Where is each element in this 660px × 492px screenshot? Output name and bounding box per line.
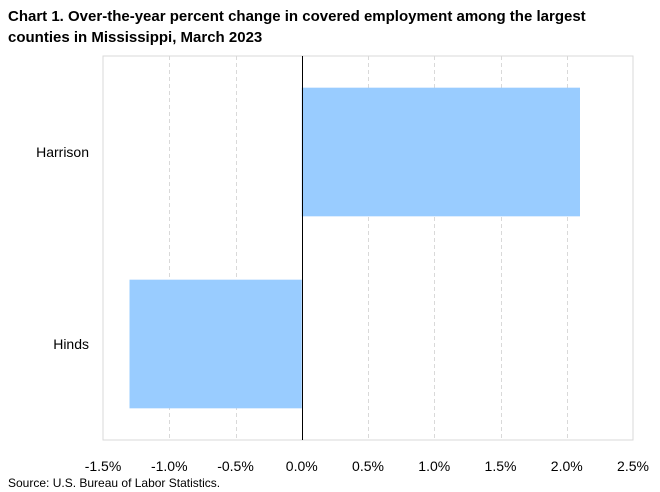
x-tick-label: 2.0% xyxy=(551,458,583,474)
x-tick-label: 1.5% xyxy=(485,458,517,474)
x-tick-labels: -1.5% -1.0% -0.5% 0.0% 0.5% 1.0% 1.5% 2.0% 2.5% xyxy=(85,458,649,474)
source-note: Source: U.S. Bureau of Labor Statistics. xyxy=(8,476,221,490)
x-tick-label: 2.5% xyxy=(617,458,649,474)
chart-title: Chart 1. Over-the-year percent change in… xyxy=(8,8,586,46)
bars xyxy=(129,87,580,409)
category-label: Hinds xyxy=(53,336,89,352)
category-label: Harrison xyxy=(36,144,89,160)
x-tick-label: -0.5% xyxy=(217,458,254,474)
x-tick-label: 0.0% xyxy=(286,458,318,474)
x-tick-label: -1.0% xyxy=(151,458,188,474)
category-labels: Harrison Hinds xyxy=(36,144,89,352)
bar-harrison xyxy=(301,87,580,217)
x-tick-label: 1.0% xyxy=(418,458,450,474)
x-tick-label: 0.5% xyxy=(352,458,384,474)
bar-hinds xyxy=(129,279,302,409)
x-tick-label: -1.5% xyxy=(85,458,122,474)
